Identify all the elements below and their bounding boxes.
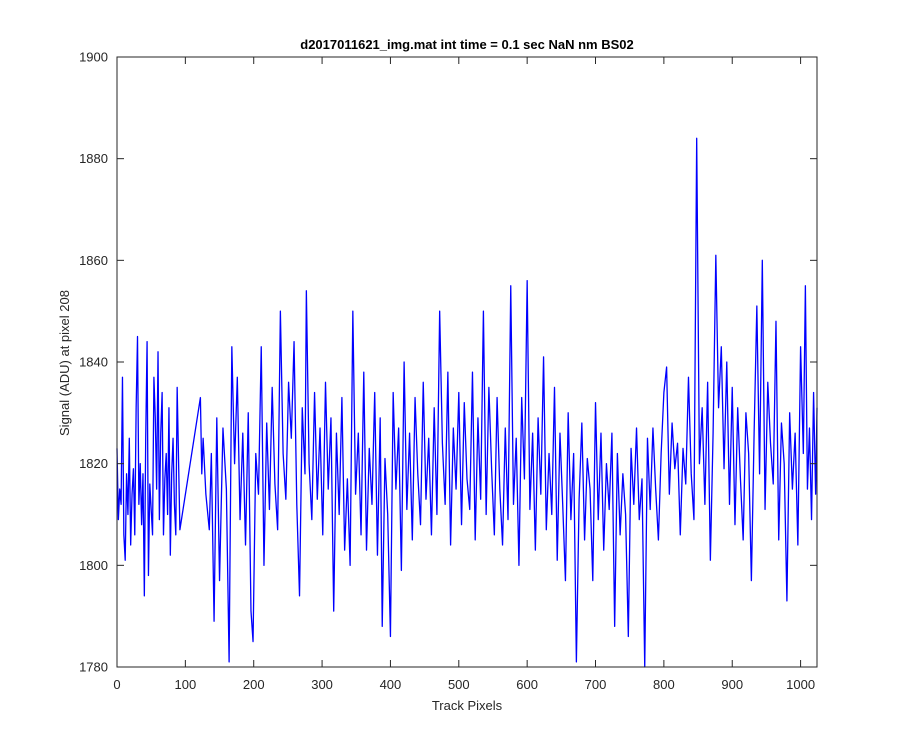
- x-tick-label: 600: [516, 677, 538, 692]
- x-tick-label: 100: [175, 677, 197, 692]
- x-tick-label: 1000: [786, 677, 815, 692]
- y-tick-label: 1800: [79, 558, 108, 573]
- chart-title: d2017011621_img.mat int time = 0.1 sec N…: [300, 37, 633, 52]
- x-tick-label: 200: [243, 677, 265, 692]
- y-tick-label: 1900: [79, 50, 108, 65]
- x-tick-label: 700: [585, 677, 607, 692]
- y-tick-label: 1860: [79, 253, 108, 268]
- plot-background: [117, 57, 817, 667]
- x-tick-label: 0: [113, 677, 120, 692]
- plot-area: 0 100 200 300 400 500 600 700 800 900 1000 1780 1800…: [79, 50, 818, 692]
- y-tick-label: 1820: [79, 456, 108, 471]
- x-axis-label: Track Pixels: [432, 698, 503, 713]
- data-series-line: [116, 137, 818, 668]
- y-axis-label: Signal (ADU) at pixel 208: [57, 290, 72, 436]
- x-tick-label: 300: [311, 677, 333, 692]
- y-tick-label: 1880: [79, 151, 108, 166]
- x-tick-label: 800: [653, 677, 675, 692]
- y-tick-label: 1780: [79, 660, 108, 675]
- x-tick-label: 500: [448, 677, 470, 692]
- y-tick-label: 1840: [79, 355, 108, 370]
- x-tick-label: 900: [721, 677, 743, 692]
- x-tick-label: 400: [380, 677, 402, 692]
